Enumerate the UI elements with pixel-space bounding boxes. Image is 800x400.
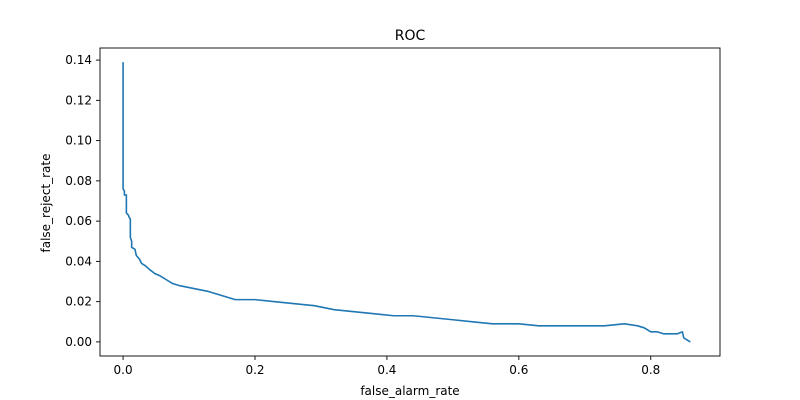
- x-tick-label: 0.8: [641, 363, 660, 377]
- x-tick-label: 0.2: [245, 363, 264, 377]
- y-tick-label: 0.04: [65, 254, 92, 268]
- chart-title: ROC: [395, 28, 426, 44]
- x-tick-label: 0.0: [114, 363, 133, 377]
- series-line-0: [122, 62, 691, 343]
- x-axis-label: false_alarm_rate: [360, 384, 459, 398]
- y-tick-label: 0.14: [65, 53, 92, 67]
- y-tick-label: 0.00: [65, 335, 92, 349]
- y-axis: 0.00 0.02 0.04 0.06 0.08 0.10 0.12 0.14: [65, 53, 100, 349]
- x-tick-label: 0.4: [377, 363, 396, 377]
- x-tick-label: 0.6: [509, 363, 528, 377]
- y-axis-label: false_reject_rate: [39, 154, 53, 253]
- y-tick-label: 0.06: [65, 214, 92, 228]
- y-tick-label: 0.12: [65, 93, 92, 107]
- y-tick-label: 0.08: [65, 174, 92, 188]
- y-tick-label: 0.10: [65, 134, 92, 148]
- plot-frame: [99, 47, 721, 357]
- plot-area: [99, 47, 721, 357]
- y-tick-label: 0.02: [65, 295, 92, 309]
- x-axis: 0.0 0.2 0.4 0.6 0.8: [114, 356, 660, 377]
